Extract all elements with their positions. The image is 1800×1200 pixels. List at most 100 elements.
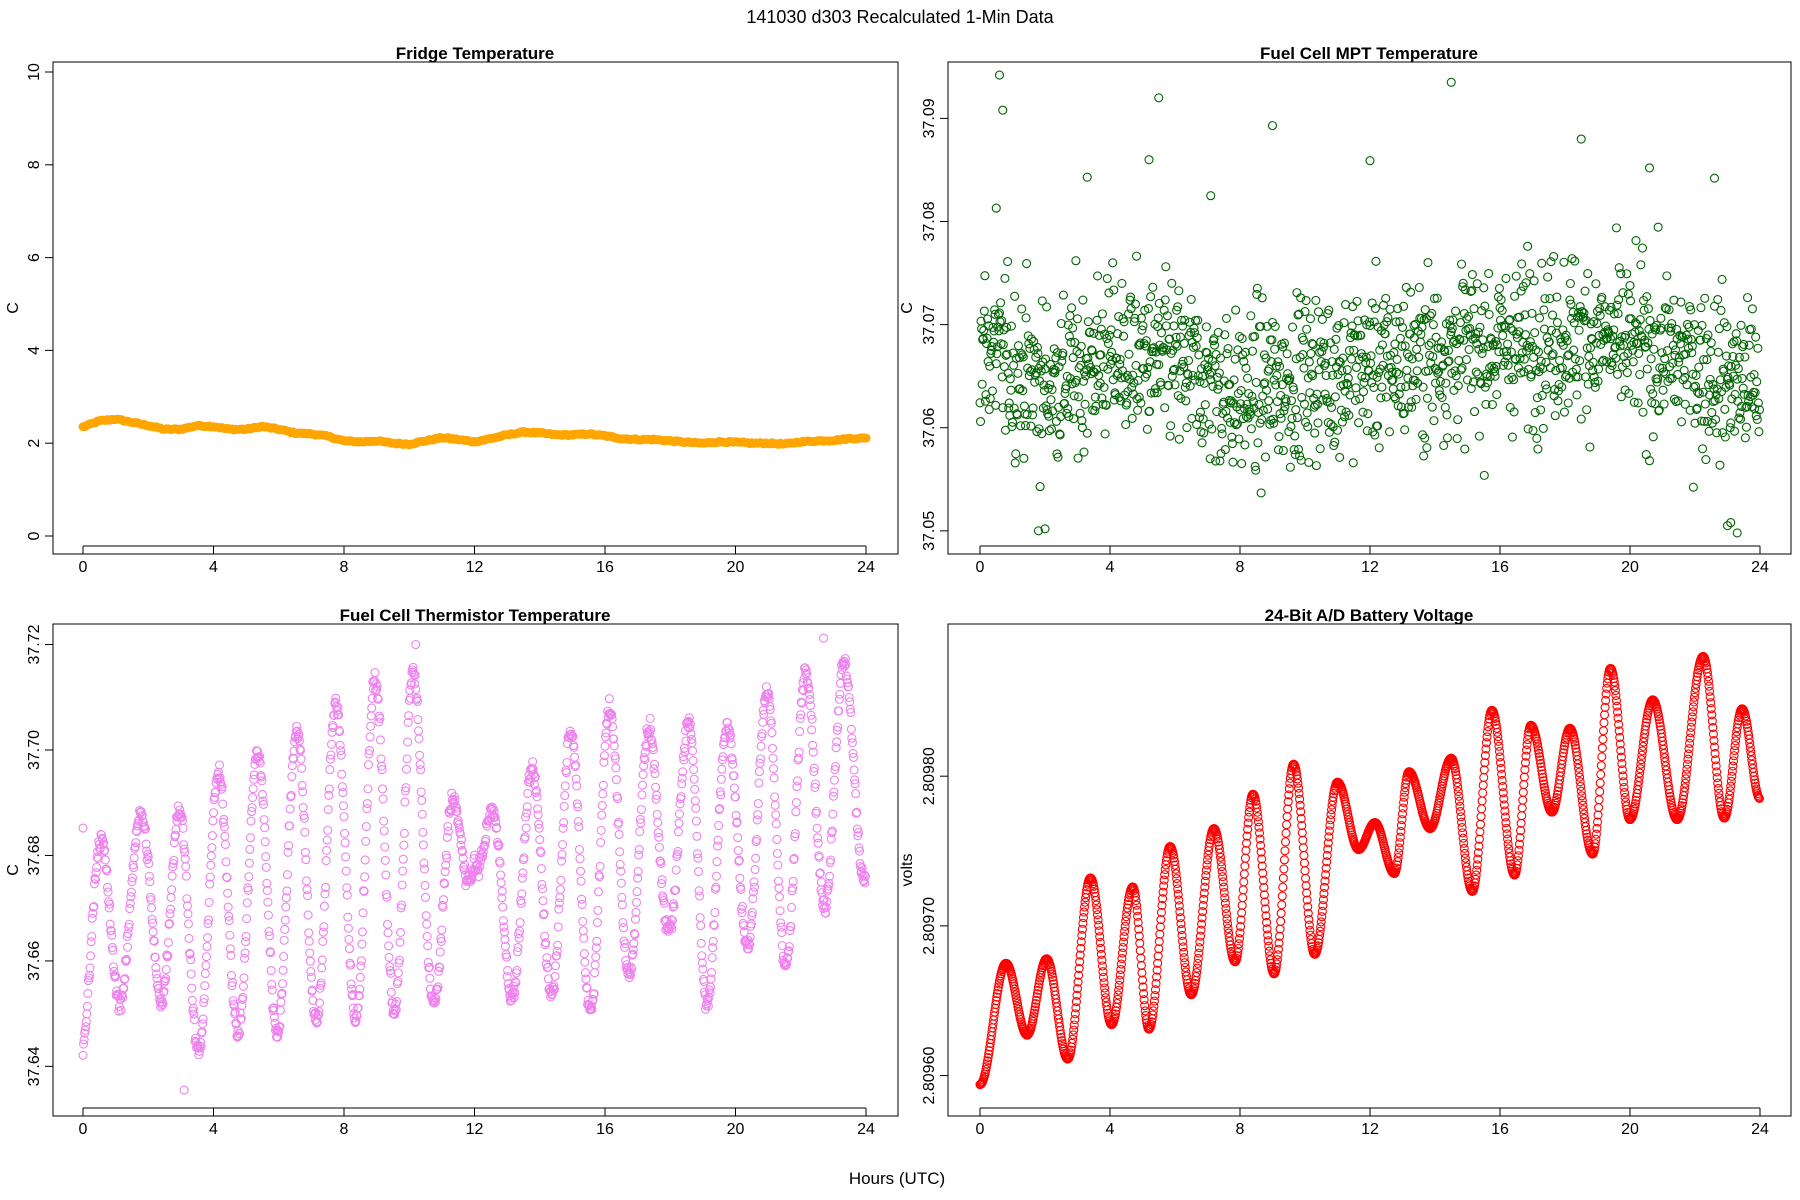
data-point bbox=[1696, 303, 1706, 313]
data-point bbox=[82, 1001, 92, 1011]
data-point bbox=[1505, 315, 1515, 325]
data-point bbox=[994, 70, 1005, 80]
data-point bbox=[606, 709, 617, 719]
data-point bbox=[1284, 790, 1294, 800]
data-point bbox=[380, 842, 390, 852]
data-point bbox=[217, 782, 227, 792]
data-point bbox=[475, 856, 486, 866]
data-point bbox=[983, 1053, 993, 1063]
data-point bbox=[1178, 936, 1188, 946]
data-point bbox=[163, 937, 173, 948]
data-point bbox=[1247, 391, 1257, 401]
data-point bbox=[1613, 309, 1623, 319]
data-point bbox=[213, 767, 223, 777]
y-tick-label: 0 bbox=[26, 531, 43, 540]
data-point bbox=[1740, 352, 1750, 362]
data-point bbox=[1466, 286, 1476, 296]
data-point bbox=[1165, 431, 1175, 441]
data-point bbox=[1244, 812, 1254, 822]
data-point bbox=[1154, 936, 1164, 947]
data-point bbox=[320, 882, 331, 892]
data-point bbox=[418, 827, 428, 837]
data-point bbox=[1478, 335, 1488, 345]
data-point bbox=[1622, 269, 1632, 279]
data-point bbox=[1539, 782, 1549, 792]
data-point bbox=[593, 887, 604, 897]
data-point bbox=[1033, 526, 1044, 536]
data-point bbox=[1274, 931, 1285, 941]
data-point bbox=[1642, 364, 1652, 374]
data-point bbox=[715, 804, 725, 814]
data-point bbox=[413, 726, 424, 736]
data-point bbox=[537, 879, 547, 889]
data-point bbox=[1391, 863, 1402, 873]
data-point bbox=[1055, 1022, 1065, 1032]
data-point bbox=[1482, 726, 1493, 737]
data-point bbox=[208, 816, 218, 826]
data-point bbox=[1269, 418, 1279, 428]
data-point bbox=[1274, 938, 1284, 948]
data-point bbox=[1456, 259, 1467, 269]
data-point bbox=[1512, 860, 1522, 870]
data-point bbox=[1299, 363, 1309, 373]
data-point bbox=[1627, 340, 1637, 350]
data-point bbox=[1290, 449, 1300, 460]
data-point bbox=[1201, 871, 1211, 881]
data-point bbox=[1300, 873, 1311, 883]
data-point bbox=[1749, 771, 1759, 781]
data-point bbox=[1109, 395, 1119, 405]
data-point bbox=[1040, 354, 1051, 364]
data-point bbox=[1498, 781, 1508, 792]
data-point bbox=[411, 684, 421, 694]
data-point bbox=[522, 808, 532, 818]
data-point bbox=[575, 866, 586, 876]
data-point bbox=[1634, 326, 1644, 336]
data-point bbox=[1709, 173, 1720, 183]
data-point bbox=[1637, 746, 1648, 756]
data-point bbox=[1453, 782, 1463, 792]
data-point bbox=[1253, 438, 1263, 448]
data-point bbox=[84, 970, 95, 980]
data-point bbox=[1106, 325, 1116, 335]
data-point bbox=[1704, 681, 1714, 691]
data-point bbox=[1681, 774, 1691, 784]
data-point bbox=[704, 992, 714, 1002]
data-point bbox=[1514, 845, 1524, 855]
data-point bbox=[1149, 343, 1159, 353]
data-point bbox=[756, 741, 766, 751]
data-point bbox=[1195, 937, 1205, 947]
data-point bbox=[705, 982, 716, 992]
data-point bbox=[1481, 399, 1491, 409]
data-point bbox=[373, 694, 383, 704]
data-point bbox=[1577, 795, 1587, 806]
data-point bbox=[402, 754, 412, 764]
data-point bbox=[1263, 930, 1273, 940]
data-point bbox=[1502, 829, 1512, 839]
data-point bbox=[1659, 399, 1669, 409]
data-point bbox=[248, 784, 258, 794]
data-point bbox=[1313, 941, 1323, 951]
data-point bbox=[1711, 761, 1721, 771]
data-point bbox=[1064, 331, 1074, 341]
data-point bbox=[1441, 378, 1451, 388]
data-point bbox=[1271, 361, 1281, 371]
data-point bbox=[119, 983, 129, 993]
data-point bbox=[301, 855, 311, 865]
data-point bbox=[1646, 354, 1656, 364]
data-point bbox=[404, 711, 414, 721]
data-point bbox=[257, 789, 267, 799]
data-point bbox=[1236, 386, 1246, 396]
data-point bbox=[1654, 405, 1664, 415]
data-point bbox=[1243, 824, 1253, 834]
data-point bbox=[481, 834, 491, 844]
data-point bbox=[1700, 293, 1710, 303]
data-point bbox=[1049, 979, 1059, 989]
data-point bbox=[1397, 322, 1408, 332]
data-point bbox=[359, 886, 369, 896]
data-point bbox=[1453, 415, 1463, 425]
data-point bbox=[100, 855, 110, 865]
data-point bbox=[454, 823, 464, 833]
data-point bbox=[759, 709, 769, 719]
data-point bbox=[813, 838, 823, 848]
data-point bbox=[1205, 454, 1215, 464]
